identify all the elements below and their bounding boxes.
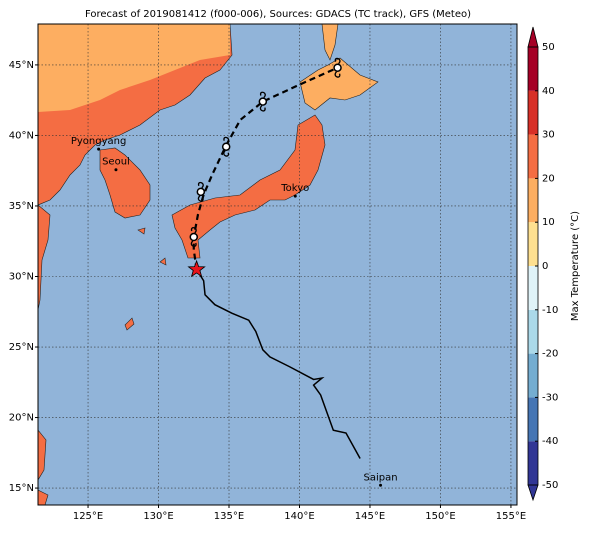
city-dot (114, 168, 118, 172)
colorbar-tick-label: 40 (542, 86, 555, 97)
y-tick-label: 15°N (9, 483, 34, 494)
forecast-position (189, 232, 199, 242)
colorbar-segment (528, 353, 538, 398)
korea (99, 147, 151, 219)
colorbar-tick-label: 50 (542, 42, 555, 53)
y-tick-label: 45°N (9, 60, 34, 71)
colorbar-segment (528, 441, 538, 485)
mainland-north (38, 24, 230, 112)
colorbar-tick-label: 0 (542, 261, 548, 272)
current-position (187, 259, 206, 278)
title: Forecast of 2019081412 (f000-006), Sourc… (85, 9, 471, 20)
colorbar-tick-label: -30 (542, 392, 558, 403)
forecast-position (258, 97, 268, 106)
y-tick-label: 30°N (9, 271, 34, 282)
sakhalin (321, 24, 339, 61)
islands (124, 227, 167, 331)
japan (171, 114, 326, 259)
forecast-position (333, 63, 342, 72)
colorbar-tick-label: -40 (542, 436, 558, 447)
x-tick-label: 135°E (214, 511, 244, 522)
colorbar-tick-label: 10 (542, 217, 555, 228)
typhoon-symbol (259, 91, 266, 112)
colorbar-segment (528, 266, 538, 310)
typhoon-symbol (190, 227, 197, 247)
colorbar-label: Max Temperature (°C) (570, 211, 581, 321)
x-tick-label: 155°E (496, 511, 526, 522)
typhoon-symbol (334, 57, 341, 78)
basemap: Pyongyang Seoul Tokyo Saipan (38, 24, 517, 505)
coast-south (38, 429, 49, 505)
city-dot (293, 194, 297, 198)
colorbar-extend-bottom (527, 484, 539, 502)
colorbar-segment (528, 222, 538, 266)
y-tick-label: 25°N (9, 342, 34, 353)
colorbar-segment (528, 178, 538, 223)
map-frame (37, 23, 518, 506)
forecast-track (192, 66, 338, 270)
y-tick-label: 20°N (9, 413, 34, 424)
forecast-position (221, 142, 231, 151)
colorbar-segment (528, 134, 538, 179)
colorbar-extend-top (527, 26, 539, 48)
city-label: Seoul (102, 157, 130, 168)
city-label: Saipan (364, 472, 398, 483)
colorbar-tick-label: -20 (542, 349, 558, 360)
forecast-position (196, 187, 206, 197)
y-tick-label: 40°N (9, 130, 34, 141)
colorbar-segment (528, 397, 538, 442)
colorbar-segment (528, 309, 538, 354)
typhoon-symbol (197, 181, 204, 202)
y-tick-label: 35°N (9, 201, 34, 212)
colorbar-tick-label: 30 (542, 130, 555, 141)
city-label: Pyongyang (71, 136, 126, 147)
x-tick-label: 145°E (355, 511, 385, 522)
city-dot (97, 147, 101, 151)
observed-track (195, 269, 361, 459)
colorbar-tick-label: -50 (542, 480, 558, 491)
colorbar-segment (528, 47, 538, 91)
city-dot (379, 483, 383, 487)
city-label: Tokyo (280, 183, 309, 194)
x-tick-label: 125°E (73, 511, 103, 522)
x-tick-label: 150°E (425, 511, 455, 522)
colorbar-tick-label: -10 (542, 305, 558, 316)
colorbar-tick-label: 20 (542, 173, 555, 184)
x-tick-label: 130°E (143, 511, 173, 522)
colorbar-segment (528, 90, 538, 135)
typhoon-symbol (223, 136, 230, 157)
hokkaido (299, 57, 379, 111)
china-coast (38, 204, 51, 311)
x-tick-label: 140°E (284, 511, 314, 522)
